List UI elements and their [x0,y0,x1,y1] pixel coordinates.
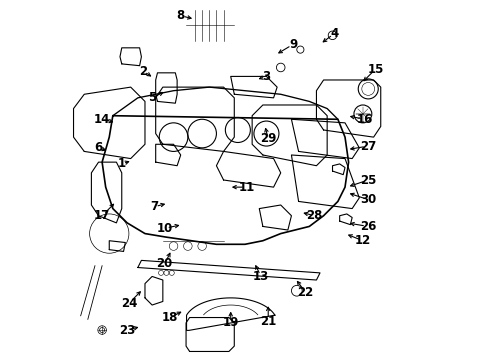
Text: 30: 30 [360,193,376,206]
Text: 18: 18 [162,311,178,324]
Text: 3: 3 [262,70,270,83]
Text: 1: 1 [118,157,126,170]
Text: 15: 15 [367,63,384,76]
Text: 2: 2 [139,64,147,77]
Text: 17: 17 [94,209,110,222]
Text: 29: 29 [260,132,276,145]
Text: 6: 6 [95,141,103,154]
Text: 5: 5 [148,91,156,104]
Text: 12: 12 [355,234,371,247]
Text: 7: 7 [150,200,158,213]
Text: 22: 22 [297,286,314,299]
Text: 4: 4 [330,27,339,40]
Text: 13: 13 [253,270,269,283]
Text: 21: 21 [260,315,276,328]
Text: 9: 9 [289,38,297,51]
Text: 27: 27 [360,140,376,153]
Text: 24: 24 [121,297,137,310]
Text: 8: 8 [176,9,185,22]
Text: 25: 25 [360,174,376,186]
Text: 19: 19 [222,316,239,329]
Text: 11: 11 [239,181,255,194]
Text: 28: 28 [306,209,323,222]
Text: 16: 16 [357,113,373,126]
Text: 23: 23 [119,324,135,337]
Text: 20: 20 [156,257,173,270]
Text: 10: 10 [156,222,173,235]
Text: 26: 26 [360,220,376,233]
Text: 14: 14 [94,113,110,126]
